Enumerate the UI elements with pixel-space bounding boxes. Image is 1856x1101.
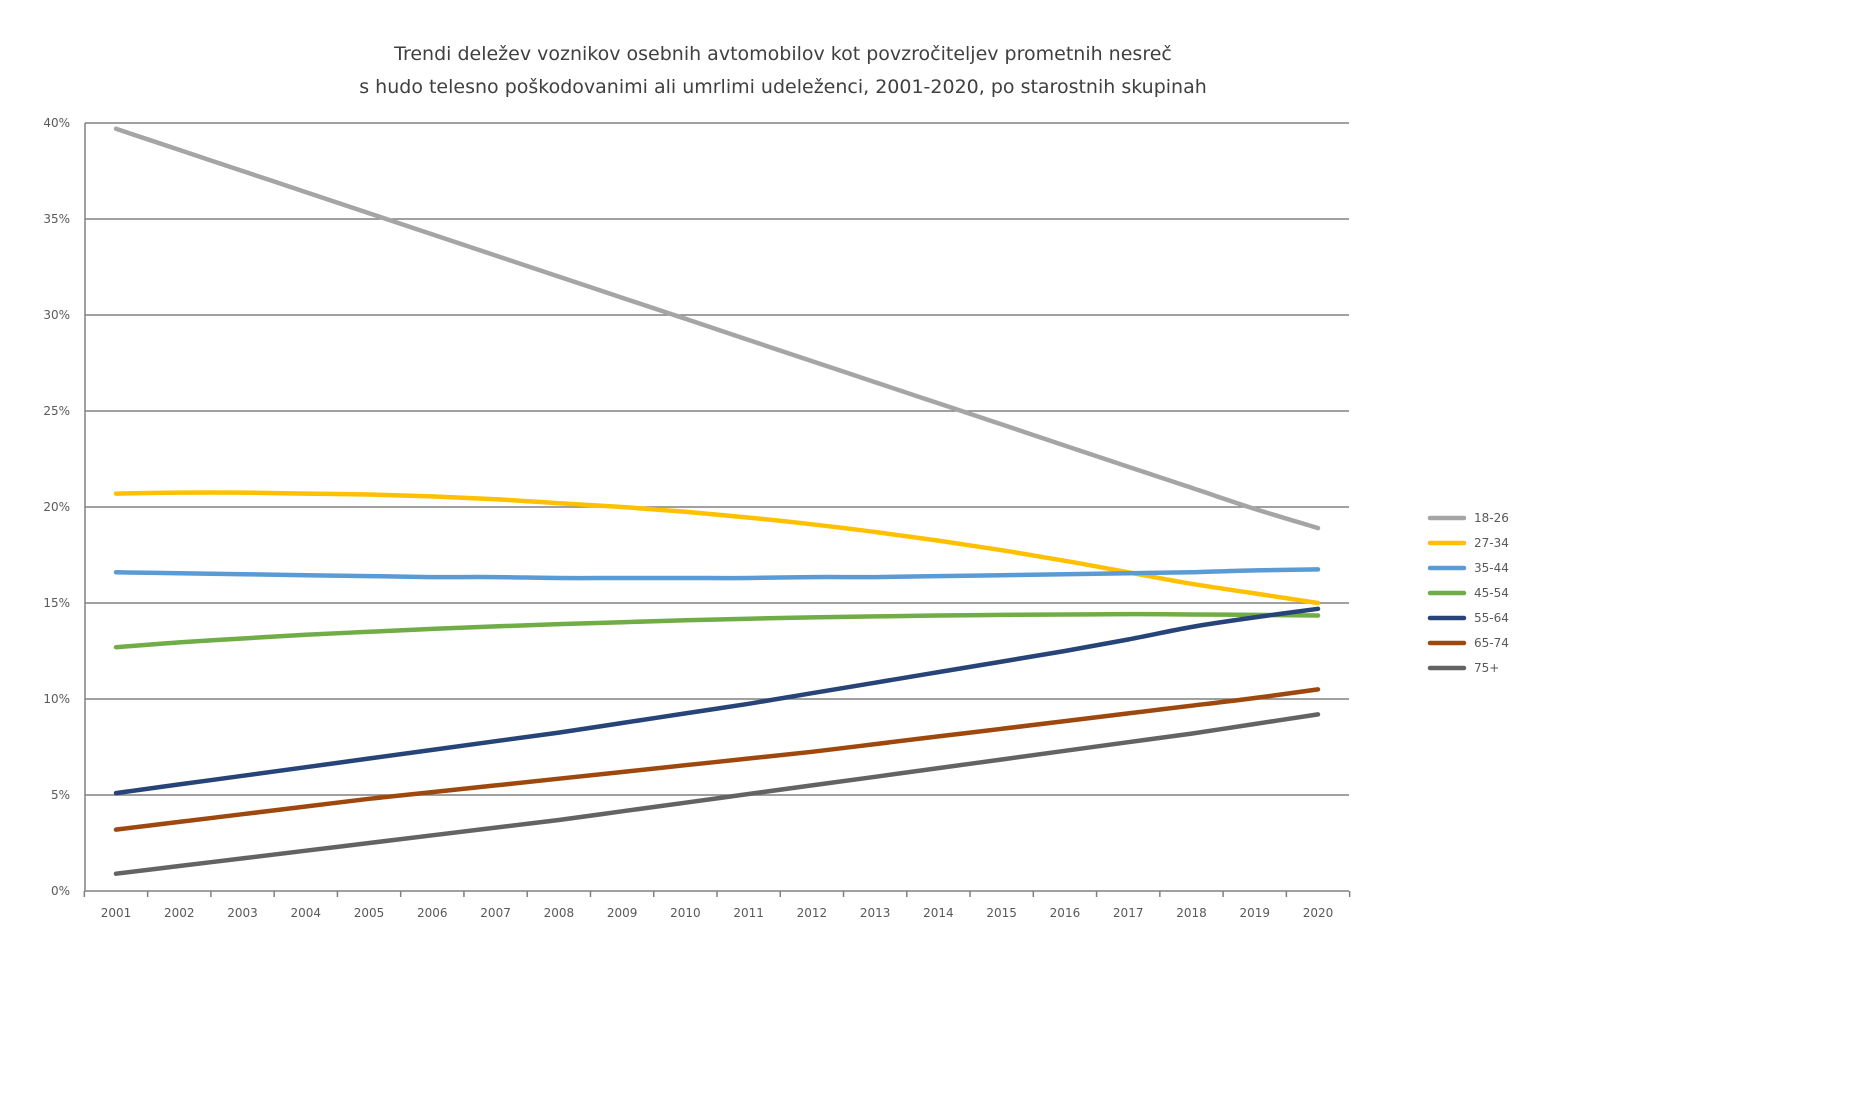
x-tick-label: 2007 [480, 906, 511, 920]
legend-label: 27-34 [1474, 536, 1509, 550]
legend-item: 65-74 [1427, 636, 1509, 650]
chart-title-line-1: Trendi deležev voznikov osebnih avtomobi… [393, 43, 1172, 65]
x-tick-label: 2013 [860, 906, 891, 920]
series-line-18-26 [113, 126, 1321, 531]
series-line-35-44 [113, 567, 1321, 581]
legend-label: 55-64 [1474, 611, 1509, 625]
legend-label: 18-26 [1474, 511, 1509, 525]
x-tick-label: 2009 [607, 906, 638, 920]
legend-label: 75+ [1474, 661, 1499, 675]
x-tick-label: 2004 [291, 906, 322, 920]
y-tick-label: 20% [43, 500, 70, 514]
x-tick-label: 2012 [797, 906, 828, 920]
legend-label: 65-74 [1474, 636, 1509, 650]
x-tick-label: 2003 [227, 906, 258, 920]
y-axis-tick-labels: 0% 5% 10% 15% 20% 25% 30% 35% 40% [43, 116, 70, 898]
chart-title-line-2: s hudo telesno poškodovanimi ali umrlimi… [359, 76, 1207, 98]
axes [83, 123, 1351, 897]
legend-label: 35-44 [1474, 561, 1509, 575]
series-line-65-74 [113, 687, 1321, 832]
y-tick-label: 5% [51, 788, 70, 802]
legend-item: 18-26 [1427, 511, 1509, 525]
x-tick-label: 2016 [1050, 906, 1081, 920]
series-line-27-34 [113, 490, 1321, 606]
x-tick-label: 2010 [670, 906, 701, 920]
y-tick-label: 25% [43, 404, 70, 418]
x-tick-label: 2005 [354, 906, 385, 920]
x-tick-label: 2019 [1239, 906, 1270, 920]
legend-item: 35-44 [1427, 561, 1509, 575]
y-tick-label: 35% [43, 212, 70, 226]
series-line-45-54 [113, 611, 1321, 650]
chart-title: Trendi deležev voznikov osebnih avtomobi… [359, 43, 1207, 98]
x-tick-label: 2020 [1303, 906, 1334, 920]
series-line-55-64 [113, 606, 1321, 796]
legend-label: 45-54 [1474, 586, 1509, 600]
y-tick-label: 0% [51, 884, 70, 898]
x-tick-label: 2006 [417, 906, 448, 920]
gridlines [85, 122, 1349, 796]
legend-item: 55-64 [1427, 611, 1509, 625]
x-tick-label: 2008 [544, 906, 575, 920]
series-line-75+ [113, 712, 1321, 876]
x-tick-label: 2011 [733, 906, 764, 920]
legend-item: 45-54 [1427, 586, 1509, 600]
legend-item: 27-34 [1427, 536, 1509, 550]
y-tick-label: 15% [43, 596, 70, 610]
legend-item: 75+ [1427, 661, 1499, 675]
y-tick-label: 40% [43, 116, 70, 130]
y-tick-label: 10% [43, 692, 70, 706]
x-tick-label: 2001 [101, 906, 132, 920]
x-tick-label: 2018 [1176, 906, 1207, 920]
x-tick-label: 2002 [164, 906, 195, 920]
x-tick-label: 2015 [986, 906, 1017, 920]
x-axis-tick-labels: 2001 2002 2003 2004 2005 2006 2007 2008 2009 2010… [101, 906, 1334, 920]
x-tick-label: 2014 [923, 906, 954, 920]
series-lines [113, 126, 1321, 876]
legend: 18-26 27-34 35-44 45-54 55-64 65-74 75+ [1427, 511, 1509, 675]
x-tick-label: 2017 [1113, 906, 1144, 920]
y-tick-label: 30% [43, 308, 70, 322]
